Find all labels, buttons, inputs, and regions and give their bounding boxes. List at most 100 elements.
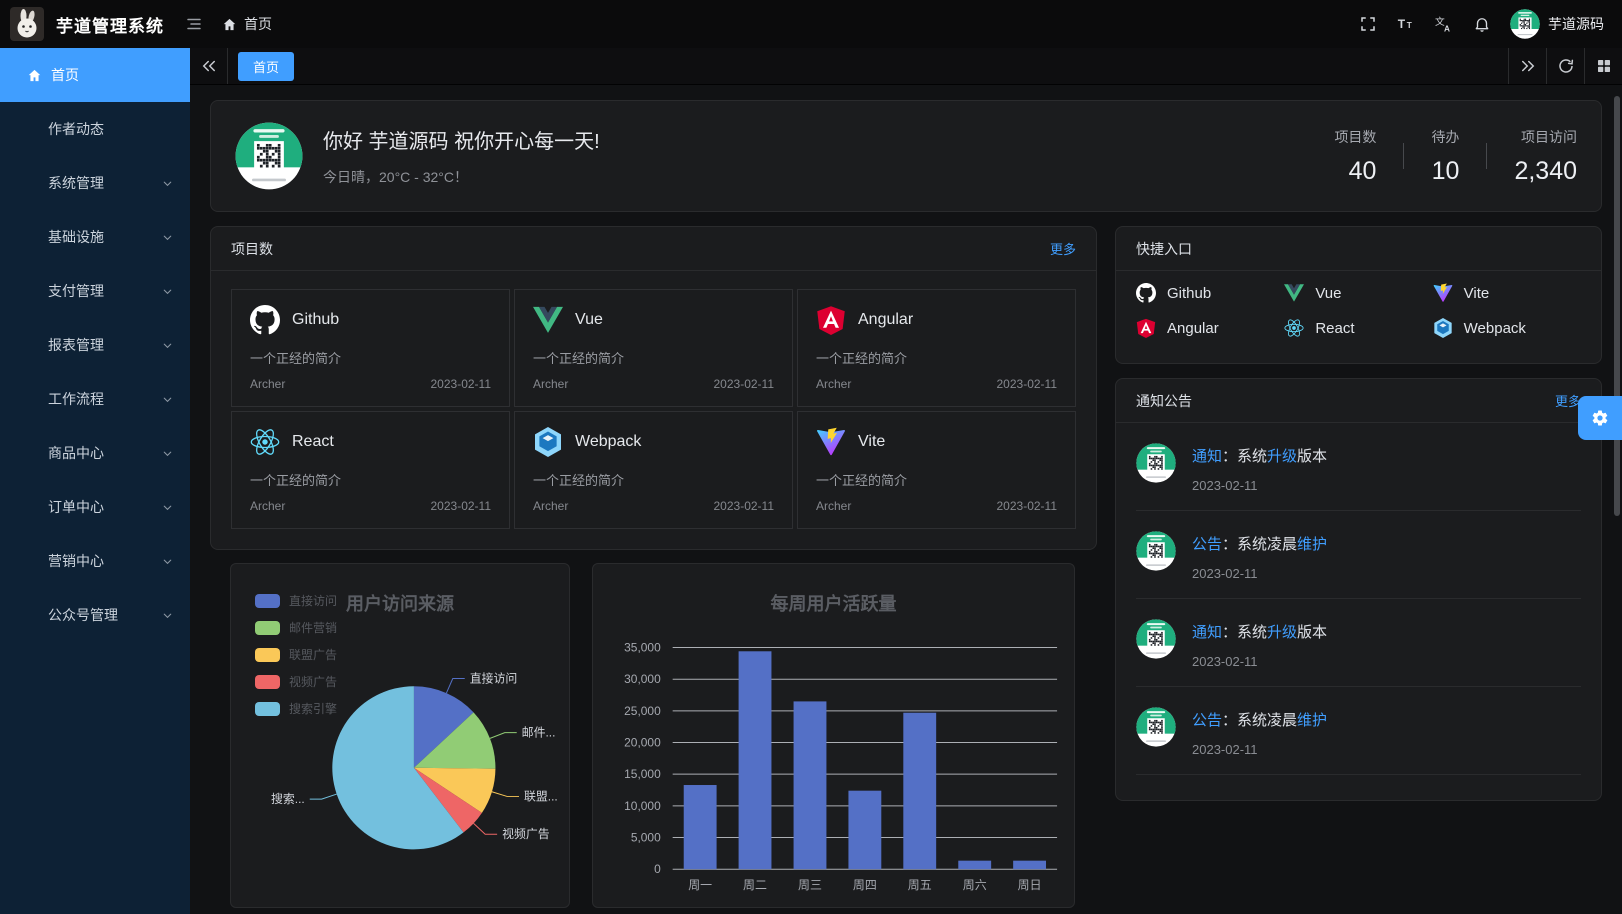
tabs-scroll-left-button[interactable] [190, 48, 228, 84]
legend-item-3[interactable]: 视频广告 [255, 673, 337, 690]
sidebar-item-label: 首页 [51, 67, 79, 83]
sidebar-item-order[interactable]: 订单中心 [0, 480, 190, 534]
welcome-stats: 项目数 40 待办 10 项目访问 2,340 [1334, 127, 1577, 186]
sidebar-item-infra[interactable]: 基础设施 [0, 210, 190, 264]
sidebar-item-label: 支付管理 [48, 283, 104, 299]
react-icon [250, 427, 280, 457]
svg-text:周三: 周三 [798, 878, 822, 892]
project-date: 2023-02-11 [713, 377, 775, 391]
sidebar: 首页作者动态 系统管理基础设施支付管理报表管理 工作流程 商品中心订单中心营销中心公众… [0, 48, 190, 914]
notice-title: 通知：系统升级版本 [1192, 445, 1327, 466]
layout-grid-button[interactable] [1584, 48, 1622, 84]
welcome-weather: 今日晴，20°C - 32°C！ [323, 169, 469, 185]
notice-title-text: ：系统 [1222, 624, 1268, 641]
sidebar-item-label: 营销中心 [48, 553, 104, 569]
shortcuts-grid: Github Vue Vite Angular React Webpack [1116, 271, 1601, 352]
shortcut-angular[interactable]: Angular [1136, 318, 1284, 338]
fullscreen-icon[interactable] [1350, 6, 1386, 42]
svg-text:A: A [1444, 25, 1450, 34]
welcome-stat: 项目数 40 [1334, 127, 1376, 186]
legend-swatch [255, 674, 280, 689]
tabs-scroll-right-button[interactable] [1508, 48, 1546, 84]
legend-item-4[interactable]: 搜索引擎 [255, 700, 337, 717]
svg-text:15,000: 15,000 [624, 767, 661, 781]
notice-item[interactable]: 公告：系统凌晨维护 2023-02-11 [1136, 687, 1581, 775]
project-description: 一个正经的简介 [533, 351, 625, 366]
notice-title-highlight: 公告 [1192, 712, 1223, 729]
project-card-vue[interactable]: Vue 一个正经的简介 Archer 2023-02-11 [514, 289, 793, 407]
legend-item-2[interactable]: 联盟广告 [255, 646, 337, 663]
project-card-top: Webpack [533, 427, 774, 457]
notices-card: 通知公告 更多 通知：系统升级版本 2023-02-11 [1115, 378, 1602, 801]
notices-more-link[interactable]: 更多 [1554, 394, 1581, 409]
sidebar-item-system[interactable]: 系统管理 [0, 156, 190, 210]
project-author: Archer [816, 499, 852, 513]
shortcut-vite[interactable]: Vite [1433, 283, 1581, 303]
notice-item[interactable]: 通知：系统升级版本 2023-02-11 [1136, 599, 1581, 687]
legend-item-1[interactable]: 邮件营销 [255, 619, 337, 636]
bell-icon[interactable] [1464, 6, 1500, 42]
project-footer: Archer 2023-02-11 [816, 377, 1057, 391]
notice-title: 公告：系统凌晨维护 [1192, 709, 1327, 730]
project-card-top: Vue [533, 305, 774, 335]
notice-date: 2023-02-11 [1192, 654, 1258, 669]
projects-more-link[interactable]: 更多 [1049, 242, 1076, 257]
project-card-github[interactable]: Github 一个正经的简介 Archer 2023-02-11 [231, 289, 510, 407]
project-card-react[interactable]: React 一个正经的简介 Archer 2023-02-11 [231, 411, 510, 529]
sidebar-item-workflow[interactable]: 工作流程 [0, 372, 190, 426]
shortcut-label: Github [1167, 284, 1212, 302]
project-description: 一个正经的简介 [816, 351, 908, 366]
sidebar-item-mp[interactable]: 公众号管理 [0, 588, 190, 642]
notice-title-highlight: 维护 [1297, 536, 1328, 553]
project-card-webpack[interactable]: Webpack 一个正经的简介 Archer 2023-02-11 [514, 411, 793, 529]
sidebar-item-label: 基础设施 [48, 229, 104, 245]
vertical-scrollbar-thumb[interactable] [1614, 96, 1620, 516]
github-icon [1136, 283, 1156, 303]
breadcrumb[interactable]: 首页 [222, 14, 272, 34]
projects-card-title: 项目数 [231, 240, 273, 257]
sidebar-item-author[interactable]: 作者动态 [0, 102, 190, 156]
notice-item[interactable]: 公告：系统凌晨维护 2023-02-11 [1136, 511, 1581, 599]
user-menu[interactable]: 芋道源码 [1510, 9, 1604, 39]
sidebar-item-pay[interactable]: 支付管理 [0, 264, 190, 318]
projects-card: 项目数 更多 Github 一个正经的简介 Archer 2023-02-11 Vue 一… [210, 226, 1097, 550]
refresh-button[interactable] [1546, 48, 1584, 84]
svg-text:35,000: 35,000 [624, 640, 661, 654]
welcome-card: 你好 芋道源码 祝你开心每一天! 今日晴，20°C - 32°C！ 项目数 40 待… [210, 100, 1602, 212]
legend-swatch [255, 620, 280, 635]
project-date: 2023-02-11 [430, 377, 492, 391]
stat-label: 待办 [1431, 128, 1460, 145]
project-author: Archer [250, 499, 286, 513]
project-footer: Archer 2023-02-11 [250, 377, 491, 391]
hamburger-menu-icon[interactable] [176, 6, 212, 42]
notice-item[interactable]: 通知：系统升级版本 2023-02-11 [1136, 423, 1581, 511]
notice-date: 2023-02-11 [1192, 742, 1258, 757]
angular-icon [816, 305, 846, 335]
svg-text:5,000: 5,000 [631, 830, 661, 844]
bar-chart-title: 每周用户活跃量 [770, 594, 897, 614]
settings-fab-button[interactable] [1578, 396, 1622, 440]
project-name: Github [292, 311, 340, 328]
breadcrumb-label: 首页 [244, 16, 272, 32]
svg-text:周一: 周一 [688, 878, 712, 892]
project-card-angular[interactable]: Angular 一个正经的简介 Archer 2023-02-11 [797, 289, 1076, 407]
shortcut-react[interactable]: React [1284, 318, 1432, 338]
open-tabs: 首页 [228, 51, 1508, 81]
legend-item-0[interactable]: 直接访问 [255, 592, 337, 609]
project-name: Webpack [575, 433, 642, 450]
sidebar-item-report[interactable]: 报表管理 [0, 318, 190, 372]
sidebar-item-market[interactable]: 营销中心 [0, 534, 190, 588]
notice-avatar [1136, 619, 1176, 659]
tab-首页[interactable]: 首页 [238, 51, 295, 81]
sidebar-item-product[interactable]: 商品中心 [0, 426, 190, 480]
user-avatar [1510, 9, 1540, 39]
sidebar-item-home[interactable]: 首页 [0, 48, 190, 102]
project-card-vite[interactable]: Vite 一个正经的简介 Archer 2023-02-11 [797, 411, 1076, 529]
shortcut-vue[interactable]: Vue [1284, 283, 1432, 303]
shortcut-github[interactable]: Github [1136, 283, 1284, 303]
shortcut-webpack[interactable]: Webpack [1433, 318, 1581, 338]
sidebar-item-label: 订单中心 [48, 499, 104, 515]
